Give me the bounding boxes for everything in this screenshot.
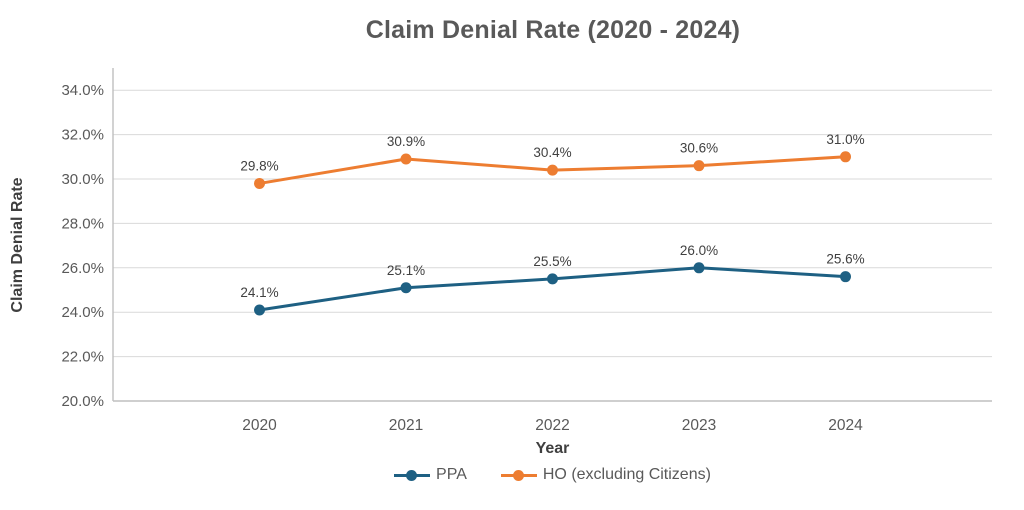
chart-title: Claim Denial Rate (2020 - 2024)	[365, 16, 741, 44]
data-label: 26.0%	[680, 243, 718, 258]
data-label: 31.0%	[826, 132, 864, 147]
y-tick-label: 32.0%	[61, 127, 104, 144]
data-label: 30.4%	[533, 145, 571, 160]
x-tick-label: 2021	[389, 417, 423, 434]
y-tick-label: 34.0%	[61, 82, 104, 99]
y-tick-label: 24.0%	[61, 304, 104, 321]
series-ppa: 24.1% 25.1% 25.5% 26.0% 25.6%	[240, 243, 865, 316]
legend-label-ho: HO (excluding Citizens)	[542, 466, 711, 483]
data-point	[693, 160, 705, 172]
data-label: 25.1%	[387, 263, 425, 278]
legend-item-ho: HO (excluding Citizens)	[500, 466, 711, 484]
data-label: 24.1%	[240, 285, 278, 300]
x-tick-labels: 2020 2021 2022 2023 2024	[242, 417, 863, 434]
x-axis-title: Year	[535, 440, 570, 457]
data-point	[400, 153, 412, 165]
data-point	[840, 151, 851, 163]
ho-line-marker-icon	[500, 469, 537, 481]
data-point	[547, 273, 558, 285]
data-label: 30.6%	[680, 141, 718, 156]
y-tick-label: 20.0%	[61, 393, 104, 410]
y-tick-label: 26.0%	[61, 260, 104, 277]
data-point	[254, 304, 265, 316]
data-point	[254, 177, 265, 189]
x-tick-label: 2020	[242, 417, 277, 434]
x-tick-label: 2024	[828, 417, 863, 434]
data-point	[547, 164, 558, 176]
legend-item-ppa: PPA	[394, 466, 467, 484]
x-tick-label: 2023	[682, 417, 716, 434]
y-tick-label: 30.0%	[61, 171, 104, 188]
data-point	[840, 271, 851, 283]
gridlines	[113, 89, 992, 358]
series-ho-excluding-citizens-: 29.8% 30.9% 30.4% 30.6% 31.0%	[240, 132, 865, 189]
ppa-line-marker-icon	[394, 469, 431, 481]
legend-label-ppa: PPA	[436, 466, 467, 483]
y-tick-label: 22.0%	[61, 349, 104, 366]
y-tick-labels: 20.0% 22.0% 24.0% 26.0% 28.0% 30.0% 32.0% 34.0%	[61, 82, 104, 410]
data-point	[693, 262, 705, 274]
data-label: 30.9%	[387, 134, 425, 149]
y-tick-label: 28.0%	[61, 215, 104, 232]
data-label: 25.5%	[533, 254, 571, 269]
legend: PPA HO (excluding Citizens)	[113, 466, 992, 484]
data-point	[400, 282, 412, 294]
x-tick-label: 2022	[535, 417, 569, 434]
axis-lines	[112, 68, 992, 402]
data-label: 25.6%	[826, 252, 864, 267]
data-label: 29.8%	[240, 158, 278, 173]
